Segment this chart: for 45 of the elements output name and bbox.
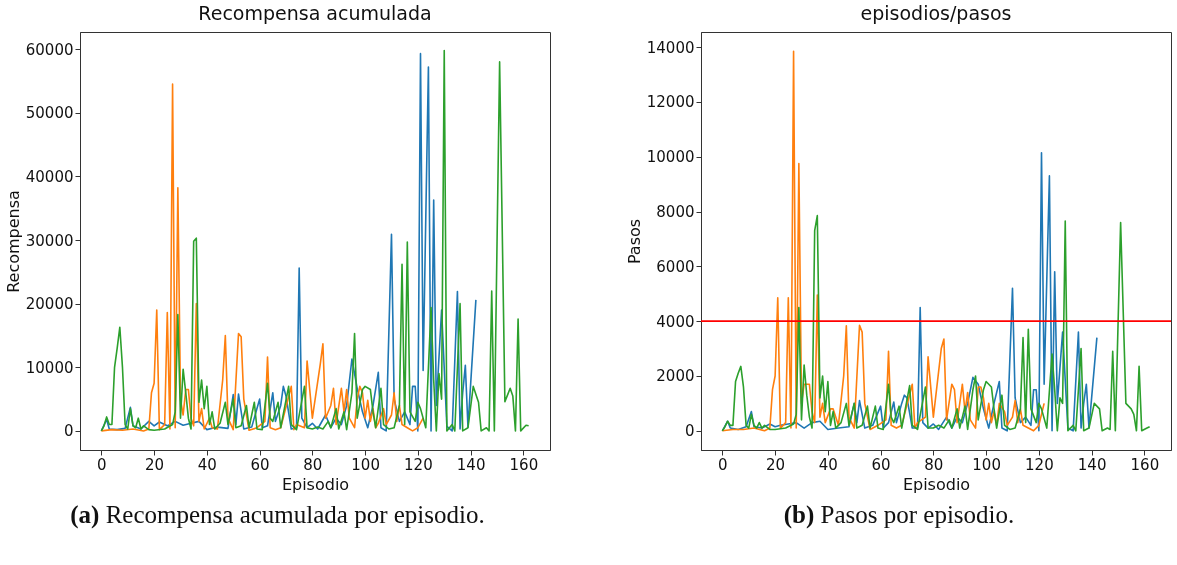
y-tick-label: 50000 xyxy=(25,104,74,123)
y-tick-label: 2000 xyxy=(656,367,695,386)
x-axis-title: Episodio xyxy=(281,474,350,494)
y-tick-label: 4000 xyxy=(656,312,695,331)
y-tick-label: 40000 xyxy=(25,167,74,186)
chart-title: Recompensa acumulada xyxy=(198,2,432,24)
chart-title: episodios/pasos xyxy=(860,2,1012,24)
x-tick-label: 120 xyxy=(404,455,433,474)
x-tick-label: 40 xyxy=(818,455,838,474)
x-tick-label: 20 xyxy=(766,455,786,474)
x-tick-label: 60 xyxy=(871,455,891,474)
y-tick-label: 6000 xyxy=(656,257,695,276)
line-series xyxy=(721,214,1151,432)
x-tick-label: 80 xyxy=(303,455,323,474)
x-tick-label: 40 xyxy=(197,455,217,474)
y-tick-label: 60000 xyxy=(25,40,74,59)
y-tick-label: 0 xyxy=(63,422,74,441)
line-series xyxy=(100,83,424,432)
x-tick-label: 100 xyxy=(972,455,1001,474)
x-tick-label: 140 xyxy=(456,455,486,474)
x-tick-label: 120 xyxy=(1025,455,1054,474)
y-tick-label: 30000 xyxy=(25,231,74,250)
x-tick-label: 160 xyxy=(1130,455,1160,474)
line-series xyxy=(721,152,1098,432)
y-axis-title: Recompensa xyxy=(3,190,23,293)
text: (a) Recompensa acumulada por episodio. xyxy=(70,501,485,529)
y-tick-label: 0 xyxy=(684,422,695,441)
y-tick-label: 8000 xyxy=(656,203,695,222)
x-tick-label: 0 xyxy=(718,455,728,474)
line-series xyxy=(721,50,1045,432)
text: (b) Pasos por episodio. xyxy=(783,501,1015,529)
x-tick-label: 140 xyxy=(1077,455,1107,474)
x-tick-label: 100 xyxy=(351,455,380,474)
y-axis-title: Pasos xyxy=(624,218,644,265)
y-tick-label: 20000 xyxy=(25,295,74,314)
x-tick-label: 160 xyxy=(509,455,539,474)
y-tick-label: 14000 xyxy=(646,38,695,57)
x-tick-label: 80 xyxy=(924,455,944,474)
y-tick-label: 12000 xyxy=(646,93,695,112)
x-tick-label: 0 xyxy=(97,455,107,474)
x-axis-title: Episodio xyxy=(902,474,971,494)
y-tick-label: 10000 xyxy=(646,148,695,167)
y-tick-label: 10000 xyxy=(25,358,74,377)
x-tick-label: 60 xyxy=(250,455,270,474)
x-tick-label: 20 xyxy=(145,455,165,474)
